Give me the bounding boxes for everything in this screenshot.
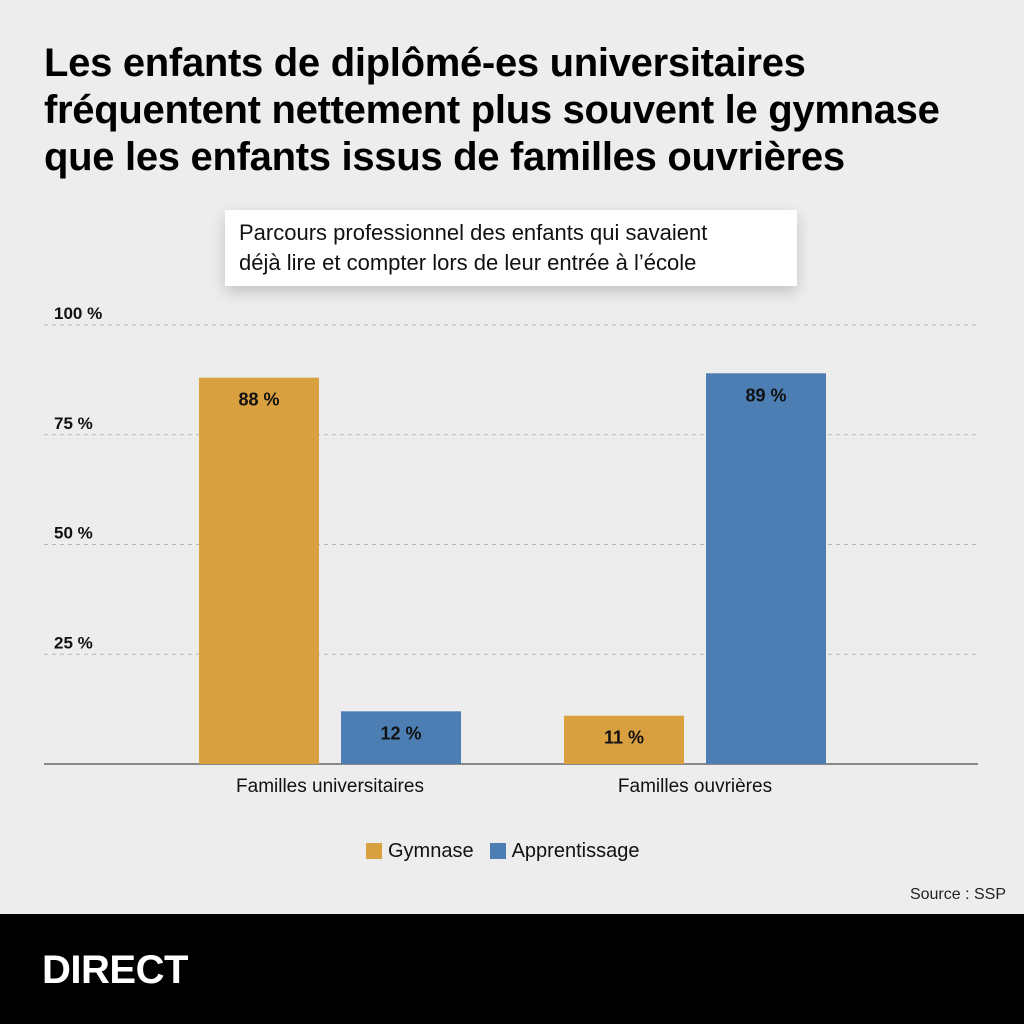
subtitle-line-1: Parcours professionnel des enfants qui s…: [239, 220, 708, 245]
title-line-2: fréquentent nettement plus souvent le gy…: [44, 88, 940, 132]
y-tick-label: 100 %: [54, 304, 102, 323]
chart-subtitle: Parcours professionnel des enfants qui s…: [225, 210, 797, 286]
bar: [199, 377, 319, 764]
legend-label-apprentissage: Apprentissage: [511, 839, 640, 862]
title-line-1: Les enfants de diplômé-es universitaires: [44, 41, 806, 85]
footer-bar: DIRECT: [0, 914, 1024, 1024]
bar-value-label: 88 %: [238, 390, 279, 410]
chart-title: Les enfants de diplômé-es universitaires…: [44, 40, 1004, 181]
subtitle-line-2: déjà lire et compter lors de leur entrée…: [239, 250, 697, 275]
y-tick-label: 50 %: [54, 524, 93, 543]
legend-swatch-gymnase: [366, 843, 382, 859]
title-line-3: que les enfants issus de familles ouvriè…: [44, 135, 845, 179]
bar-value-label: 89 %: [745, 385, 786, 405]
bar-chart: 25 % 50 % 75 % 100 % 88 % 12 % Familles univer…: [44, 304, 978, 797]
legend-label-gymnase: Gymnase: [388, 839, 474, 862]
y-tick-label: 75 %: [54, 414, 93, 433]
x-tick-label: Familles ouvrières: [618, 776, 772, 797]
bar-value-label: 11 %: [604, 728, 644, 748]
chart-legend: Gymnase Apprentissage: [366, 838, 655, 864]
legend-item-apprentissage: Apprentissage: [489, 839, 640, 863]
bar: [564, 715, 684, 764]
source-note: Source : SSP: [909, 886, 1006, 903]
brand-logo: DIRECT: [42, 948, 188, 992]
bar: [706, 373, 826, 764]
x-tick-label: Familles universitaires: [236, 776, 424, 797]
legend-item-gymnase: Gymnase: [366, 840, 474, 863]
legend-swatch-apprentissage: [489, 843, 506, 859]
bar-value-label: 12 %: [380, 723, 421, 743]
y-tick-label: 25 %: [54, 633, 93, 652]
bar: [341, 711, 461, 764]
